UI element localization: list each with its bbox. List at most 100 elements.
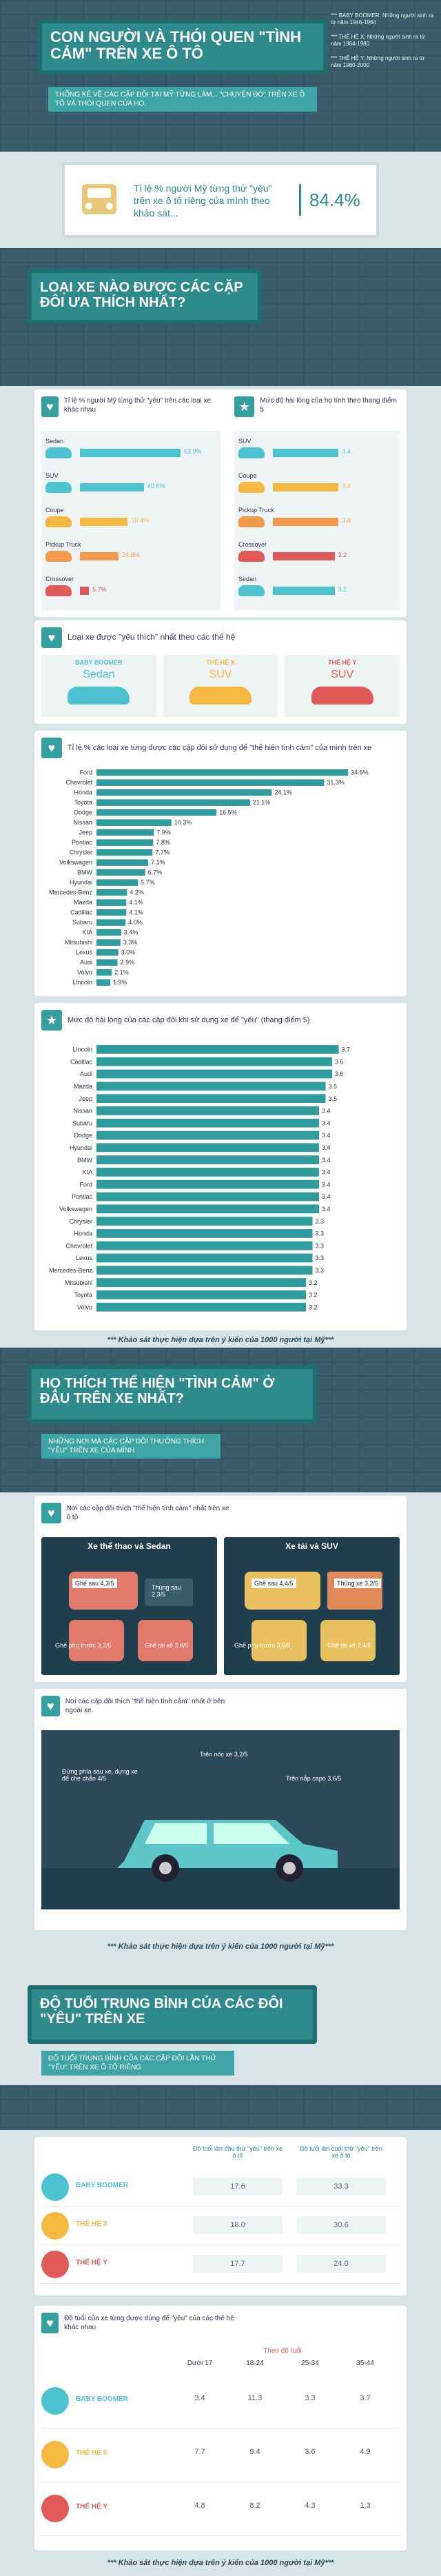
brand-sat-title: Mức độ hài lòng của các cặp đôi khi sử d…	[68, 1015, 310, 1024]
legend-baby-boomer: *** BABY BOOMER: Những người sinh ra từ …	[331, 12, 434, 26]
bar-mark	[96, 819, 172, 826]
bar-mark	[96, 799, 250, 806]
bar-category-label: Mazda	[74, 899, 92, 906]
favorite-car: SUV	[331, 669, 354, 680]
bar-mark	[96, 769, 349, 776]
bar-mark	[96, 849, 153, 856]
bar-mark	[96, 909, 127, 916]
bar-category-label: Ford	[79, 769, 92, 775]
suv-panel: Xe tải và SUV Ghế sau 4,4/5 Thùng xe 3,2…	[224, 1537, 400, 1675]
stat-value: 84.4%	[299, 184, 361, 216]
bar-value-label: 1.9%	[113, 979, 127, 986]
heart-icon: ♥	[41, 1696, 60, 1716]
bar-mark	[96, 869, 145, 876]
bar-value-label: 3.5	[329, 1083, 338, 1090]
age-gen: THẾ HỆ X	[76, 2220, 108, 2228]
section3-sign: ĐỘ TUỔI TRUNG BÌNH CỦA CÁC ĐÔI "YÊU" TRÊ…	[28, 1985, 317, 2044]
car-age-cell: 7.7	[194, 2448, 205, 2456]
car-type-label: Crossover	[238, 541, 267, 548]
section1-title: LOẠI XE NÀO ĐƯỢC CÁC CẶP ĐÔI ƯA THÍCH NH…	[40, 280, 243, 310]
bar-category-label: Mazda	[74, 1083, 92, 1090]
left-row-4: Crossover 5.7%	[45, 576, 225, 606]
age-table-card: Độ tuổi lần đầu thử "yêu" trên xe ô tô Đ…	[34, 2137, 407, 2295]
bar-mark	[96, 1082, 326, 1091]
bar-value-label: 3.3%	[123, 939, 138, 946]
brand-sat-title-row: ★ Mức độ hài lòng của các cặp đôi khi sử…	[41, 1010, 386, 1031]
bar-category-label: Volkswagen	[59, 1206, 92, 1213]
bar-mark	[96, 1094, 326, 1103]
age-row: THẾ HỆ X 18.0 30.6	[41, 2207, 400, 2245]
bar-mark	[96, 1143, 319, 1153]
car-icon	[238, 551, 265, 562]
car-types-right-title: ★ Mức độ hài lòng của họ tính theo thang…	[234, 396, 400, 417]
car-icon	[68, 687, 130, 704]
bar-value-label: 10.3%	[174, 819, 192, 826]
bar-category-label: Mercedes-Benz	[49, 1267, 93, 1274]
bar-mark	[96, 859, 148, 866]
favorite-item: THẾ HỆ Y SUV	[285, 655, 400, 717]
car-type-label: SUV	[45, 472, 59, 479]
car-type-value: 5.7%	[92, 586, 107, 593]
favorite-car: SUV	[209, 669, 232, 680]
car-type-bar	[80, 552, 119, 560]
car-type-label: Pickup Truck	[45, 541, 81, 548]
bar-mark	[96, 1069, 332, 1079]
car-age-cell: 11.3	[247, 2394, 263, 2402]
left-row-0: Sedan 63.9%	[45, 438, 225, 468]
bar-category-label: Mitsubishi	[65, 1279, 92, 1286]
car-age-cell: 4.9	[360, 2448, 371, 2456]
car-type-value: 30.4%	[131, 517, 150, 524]
bar-category-label: Dodge	[74, 809, 92, 815]
heart-icon: ♥	[41, 396, 59, 417]
favorite-gen: THẾ HỆ X	[206, 659, 235, 666]
bar-value-label: 7.9%	[156, 829, 171, 835]
bar-category-label: Hyundai	[70, 879, 92, 886]
bar-value-label: 3.6	[335, 1058, 344, 1065]
bar-category-label: Chevrolet	[65, 1242, 92, 1249]
car-type-label: SUV	[238, 438, 252, 445]
bar-value-label: 3.7	[342, 1046, 351, 1053]
heart-icon: ♥	[41, 738, 62, 758]
bar-value-label: 3.4	[322, 1193, 331, 1200]
favorite-items: BABY BOOMER Sedan THẾ HỆ X SUV THẾ HỆ Y SUV	[41, 655, 400, 717]
section3-subtitle: ĐỘ TUỔI TRUNG BÌNH CỦA CÁC CẶP ĐÔI LẦN T…	[41, 2051, 234, 2076]
car-age-title-row: ♥ Độ tuổi của xe từng được dùng để "yêu"…	[41, 2313, 234, 2333]
bar-value-label: 3.4	[322, 1181, 331, 1188]
car-type-value: 3.4	[342, 448, 351, 455]
favorite-title-row: ♥ Loại xe được "yêu thích" nhất theo các…	[41, 627, 235, 648]
bar-category-label: Honda	[74, 1230, 92, 1237]
bar-category-label: Honda	[74, 789, 92, 795]
outside-scene: Trên nóc xe 3,2/5 Trên nắp capo 3,6/5 Đứ…	[41, 1730, 400, 1909]
avatar	[41, 2173, 69, 2201]
car-type-label: Coupe	[45, 507, 64, 514]
sedan-panel: Xe thể thao và Sedan Ghế sau 4,3/5 Thùng…	[41, 1537, 217, 1675]
car-icon	[45, 551, 72, 562]
heart-icon: ♥	[41, 1503, 61, 1523]
car-age-rows: BABY BOOMER 3.4 11.3 3.3 3.7 THẾ HỆ X 7.7 9.4 3.…	[41, 2375, 400, 2536]
bar-category-label: Cadillac	[70, 1058, 93, 1065]
page-title: CON NGƯỜI VÀ THÓI QUEN "TÌNH CẢM" TRÊN X…	[50, 28, 302, 63]
bar-mark	[96, 1217, 313, 1226]
right-row-4: Sedan 3.2	[238, 576, 404, 606]
right-row-3: Crossover 3.2	[238, 541, 404, 571]
car-type-bar	[80, 587, 90, 595]
car-age-cell: 8.2	[249, 2502, 260, 2510]
car-icon	[45, 447, 72, 458]
survey-note-3: *** Khảo sát thực hiện dựa trên ý kiến c…	[107, 2559, 334, 2567]
bar-category-label: Lexus	[76, 949, 93, 955]
bar-value-label: 3.4%	[124, 929, 139, 935]
bar-value-label: 3.2	[309, 1304, 318, 1310]
bar-mark	[96, 1204, 319, 1214]
bar-mark	[96, 1290, 306, 1299]
bar-value-label: 4.2%	[130, 889, 144, 895]
car-type-value: 3.2	[338, 586, 347, 593]
outside-roof-label: Trên nóc xe 3,2/5	[200, 1751, 248, 1758]
car-age-col-header: 25-34	[301, 2360, 319, 2367]
inside-places-card: ♥ Nơi các cặp đôi thích "thể hiện tình c…	[34, 1496, 407, 1682]
car-age-gen: THẾ HỆ X	[76, 2449, 108, 2457]
legend-gen-x: *** THẾ HỆ X: Những người sinh ra từ năm…	[331, 33, 425, 48]
bar-mark	[96, 1302, 306, 1312]
car-type-label: Crossover	[45, 576, 74, 582]
sedan-seat-illustration	[69, 1572, 193, 1661]
car-types-left-chart: Sedan 63.9% SUV 40.6% Coupe 30.4% Pickup Truck…	[41, 431, 220, 610]
